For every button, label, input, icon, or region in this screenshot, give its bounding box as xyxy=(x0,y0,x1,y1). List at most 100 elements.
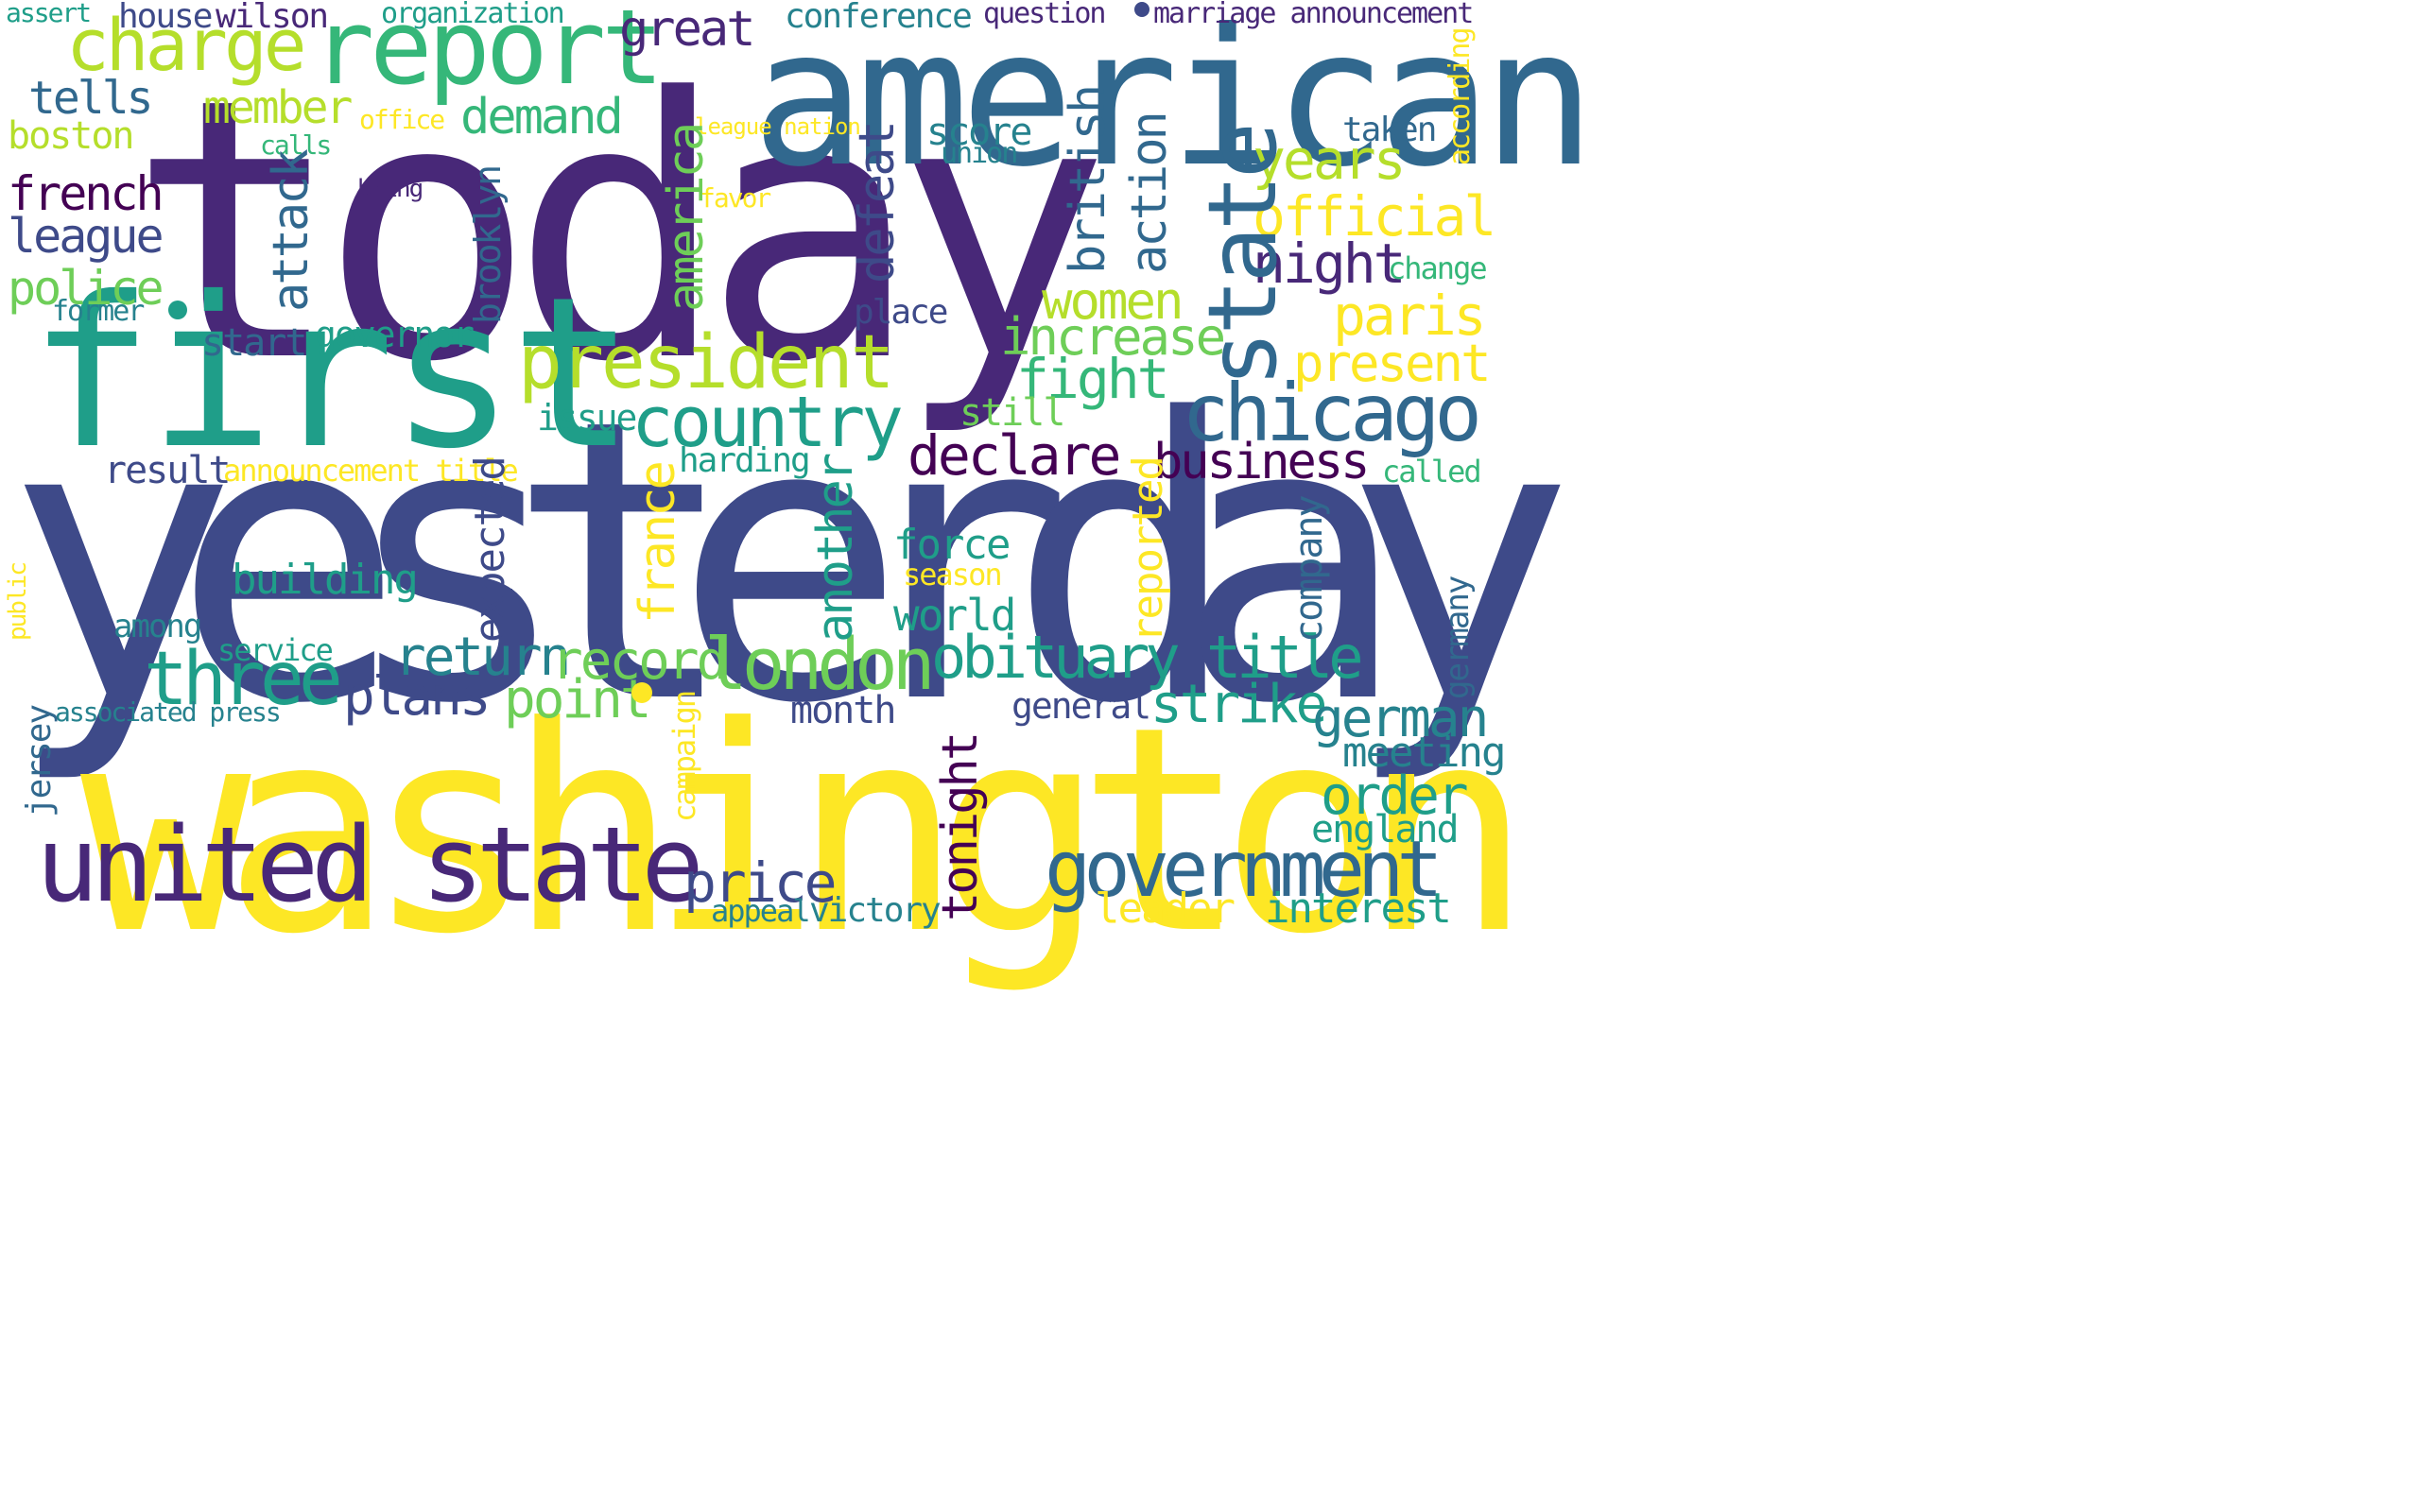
word-union: union xyxy=(941,137,1018,170)
word-united-state: united state xyxy=(36,804,704,925)
word-declare: declare xyxy=(908,423,1121,488)
word-plans: plans xyxy=(343,666,492,728)
word-french: french xyxy=(8,166,164,221)
word-charge: charge xyxy=(66,3,307,87)
word-yesterday: yesterday xyxy=(5,336,1576,788)
word-defeat: defeat xyxy=(849,123,906,284)
word-conference: conference xyxy=(785,0,973,36)
word-company: company xyxy=(1288,496,1331,643)
dot-mark xyxy=(168,301,187,319)
word-another: another xyxy=(807,455,864,643)
word-president: president xyxy=(518,320,895,405)
word-league-nation: league nation xyxy=(695,113,861,140)
word-world: world xyxy=(893,590,1016,641)
word-record: record xyxy=(551,630,728,692)
word-government: government xyxy=(1045,825,1443,915)
dot-mark xyxy=(1134,2,1150,17)
word-great: great xyxy=(619,1,756,58)
word-price: price xyxy=(683,850,838,915)
word-taken: taken xyxy=(1342,111,1437,149)
word-reported: reported xyxy=(1124,457,1172,643)
word-marriage-announcement: marriage announcement xyxy=(1153,0,1474,30)
word-country: country xyxy=(631,382,904,463)
word-former: former xyxy=(52,295,145,328)
word-london: london xyxy=(704,622,936,706)
word-expected: expected xyxy=(466,457,514,643)
word-place: place xyxy=(854,293,948,332)
word-announcement-title: announcement title xyxy=(223,453,519,489)
word-first: first xyxy=(28,252,635,494)
word-wilson: wilson xyxy=(216,0,329,36)
word-business: business xyxy=(1153,434,1370,490)
word-associated-press: associated press xyxy=(55,696,282,728)
word-among: among xyxy=(113,608,202,645)
word-police: police xyxy=(8,261,164,316)
word-interest: interest xyxy=(1265,885,1452,933)
word-meeting: meeting xyxy=(1342,729,1506,777)
word-organization: organization xyxy=(381,0,565,30)
word-british: british xyxy=(1060,86,1116,274)
word-england: england xyxy=(1311,808,1460,851)
word-question: question xyxy=(983,0,1106,30)
word-strike: strike xyxy=(1150,674,1327,735)
word-still: still xyxy=(959,391,1065,435)
word-governor: governor xyxy=(315,314,475,355)
word-increase: increase xyxy=(1000,307,1226,367)
word-years: years xyxy=(1253,128,1407,192)
word-fight: fight xyxy=(1016,347,1170,411)
word-result: result xyxy=(104,449,231,492)
word-official: official xyxy=(1253,184,1496,249)
word-paris: paris xyxy=(1333,284,1487,348)
word-tonight: tonight xyxy=(932,733,989,921)
word-season: season xyxy=(903,557,1003,593)
word-house: house xyxy=(118,0,213,36)
word-germany: germany xyxy=(1439,576,1477,699)
word-three: three xyxy=(144,637,343,722)
word-german: german xyxy=(1312,688,1489,749)
word-victory: victory xyxy=(809,891,942,930)
word-start: start xyxy=(201,321,307,365)
word-public: public xyxy=(4,563,32,641)
word-america: america xyxy=(658,124,715,312)
word-demand: demand xyxy=(460,89,624,146)
word-brooklyn: brooklyn xyxy=(467,165,509,324)
word-change: change xyxy=(1388,250,1488,286)
word-washington: washington xyxy=(80,666,1532,996)
word-france: france xyxy=(630,463,686,624)
word-state: state xyxy=(1187,126,1298,387)
word-present: present xyxy=(1293,334,1492,393)
word-league: league xyxy=(8,209,164,264)
word-calls: calls xyxy=(260,129,332,161)
word-campaign: campaign xyxy=(666,691,702,822)
word-service: service xyxy=(217,632,334,668)
word-attack: attack xyxy=(263,151,320,312)
word-office: office xyxy=(359,104,445,135)
word-action: action xyxy=(1121,113,1178,274)
word-women: women xyxy=(1042,271,1184,331)
word-bring: bring xyxy=(357,175,424,203)
word-favor: favor xyxy=(700,182,771,214)
word-score: score xyxy=(926,111,1032,154)
word-obituary-title: obituary title xyxy=(931,623,1364,692)
word-force: force xyxy=(893,521,1011,569)
word-called: called xyxy=(1382,454,1482,490)
word-issue: issue xyxy=(537,397,637,438)
word-boston: boston xyxy=(8,114,134,158)
word-harding: harding xyxy=(679,441,811,480)
word-member: member xyxy=(203,81,353,134)
word-night: night xyxy=(1253,232,1407,296)
word-appeal: appeal xyxy=(711,893,811,929)
word-month: month xyxy=(790,689,896,732)
word-return: return xyxy=(394,627,571,688)
word-according: according xyxy=(1443,28,1477,165)
word-order: order xyxy=(1321,765,1469,827)
word-tells: tells xyxy=(28,72,153,125)
word-building: building xyxy=(232,556,419,604)
word-leader: leader xyxy=(1095,885,1236,933)
dot-mark xyxy=(631,682,652,703)
word-american: american xyxy=(752,0,1596,209)
word-jersey: jersey xyxy=(20,705,59,817)
word-today: today xyxy=(128,22,1111,440)
word-general: general xyxy=(1011,685,1151,727)
